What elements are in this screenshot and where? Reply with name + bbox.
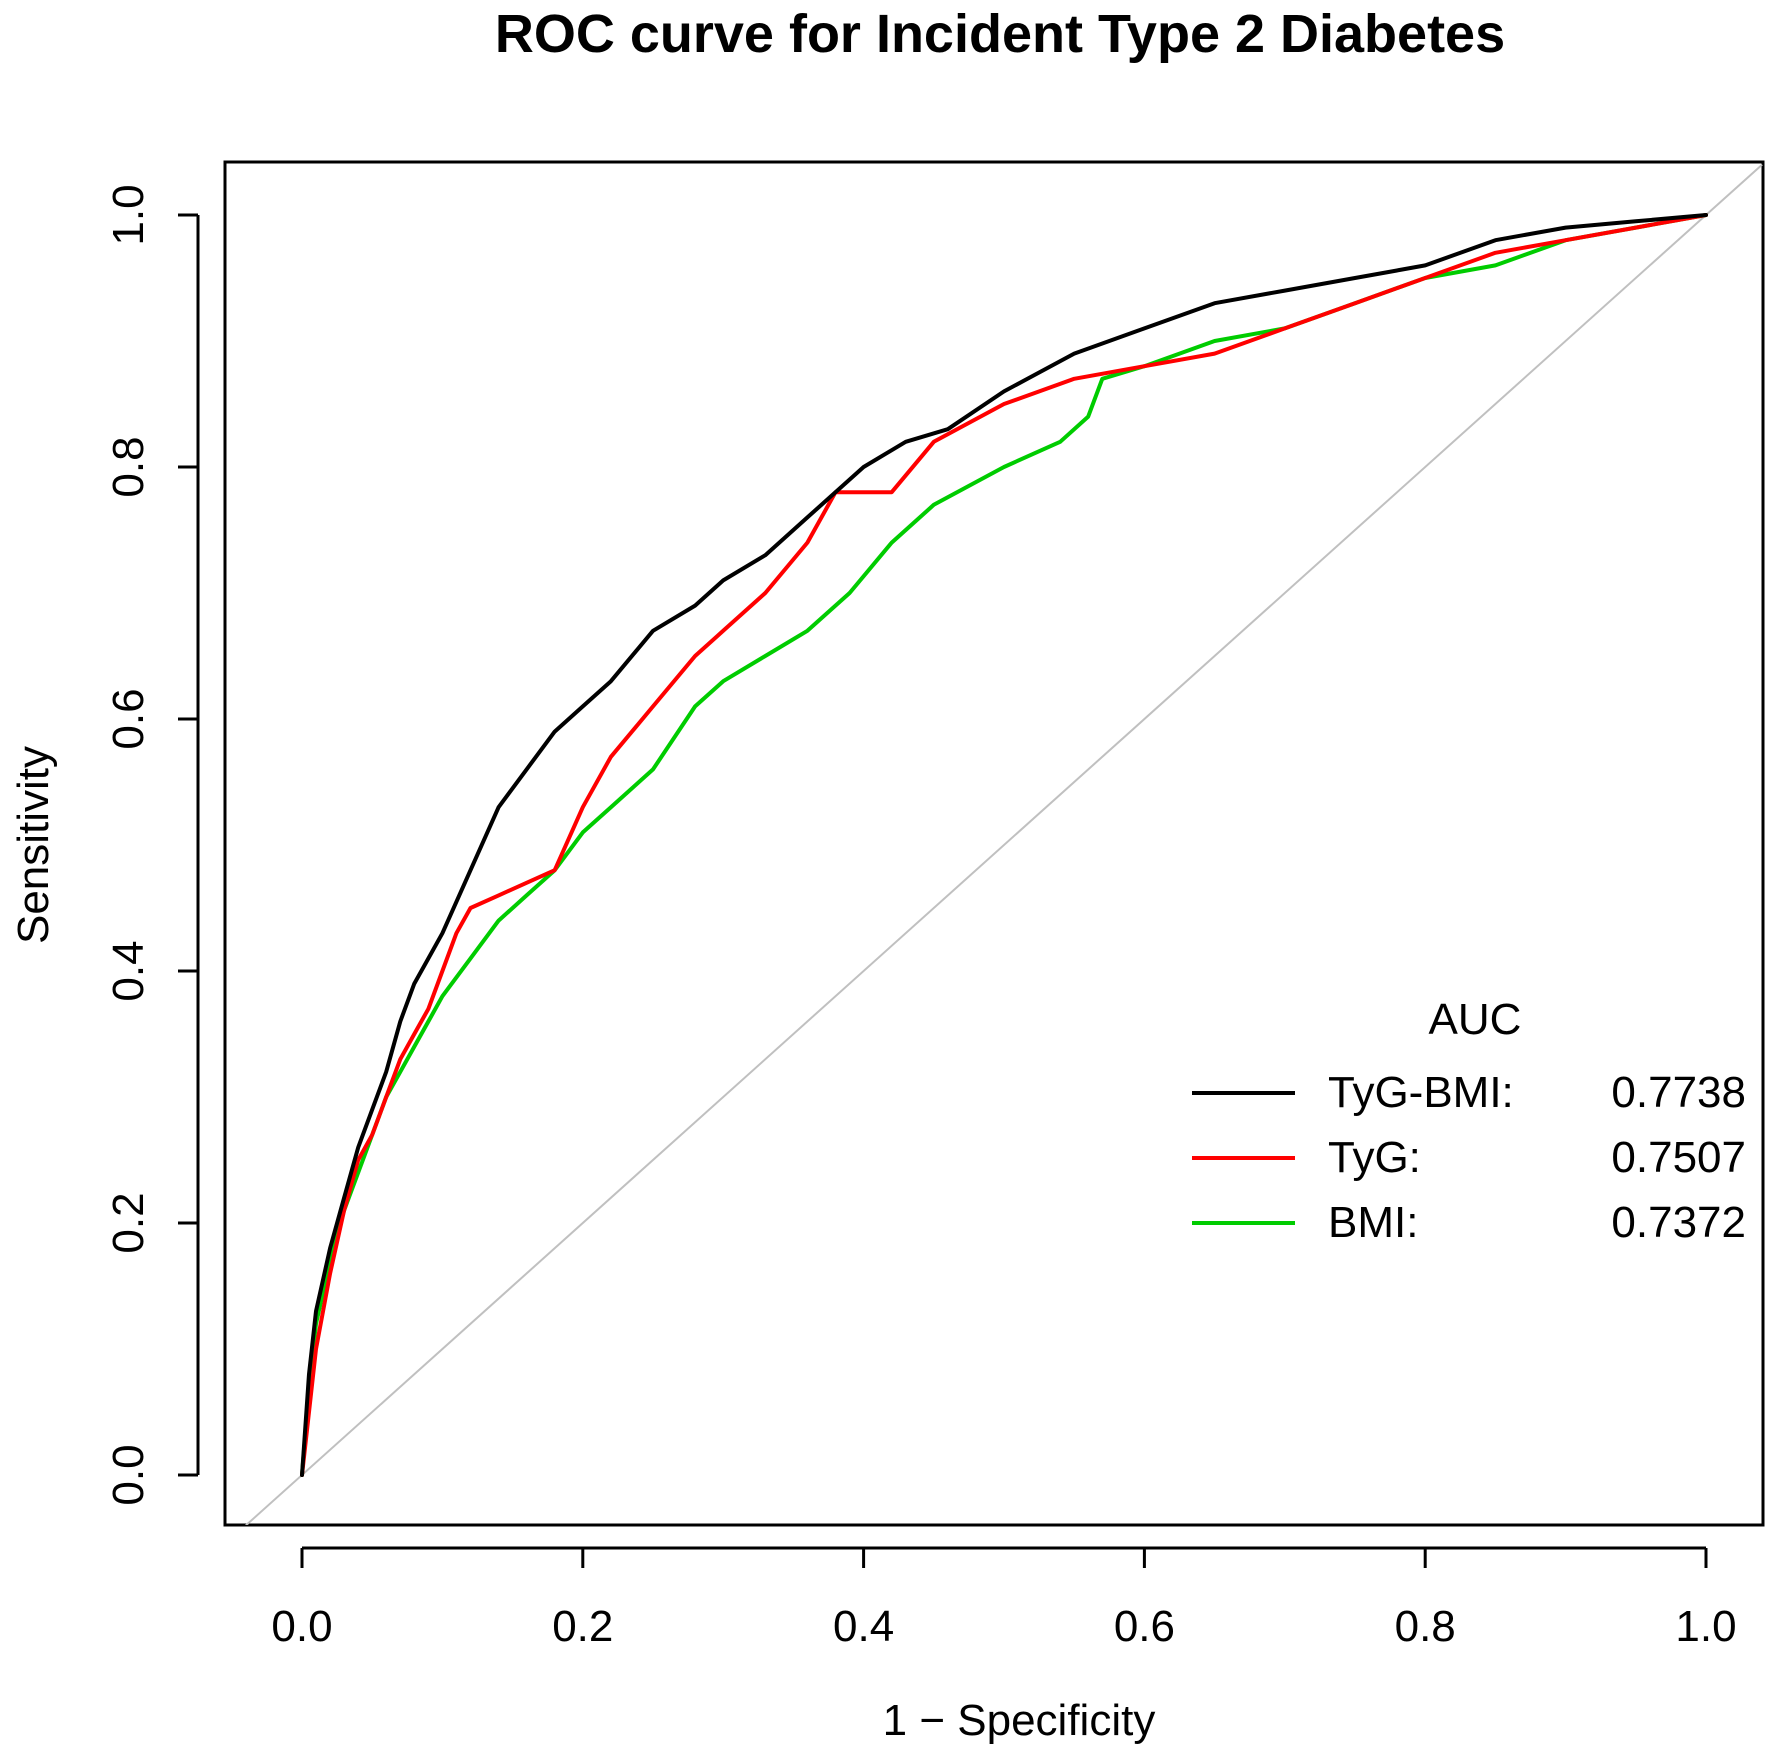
roc-curve-tyg-bmi (300, 213, 1708, 1477)
y-tick-label: 1.0 (104, 184, 153, 245)
chart-title: ROC curve for Incident Type 2 Diabetes (495, 4, 1505, 64)
reference-diagonal-layer (245, 163, 1763, 1525)
legend-value-tyg: 0.7507 (1611, 1133, 1746, 1182)
x-tick-label: 1.0 (1675, 1602, 1736, 1651)
x-axis: 0.0 0.2 0.4 0.6 0.8 1.0 (271, 1546, 1737, 1651)
legend-label-tyg-bmi: TyG-BMI: (1328, 1068, 1514, 1117)
roc-curves-layer (300, 213, 1708, 1477)
legend-label-bmi: BMI: (1328, 1198, 1418, 1247)
x-tick-label: 0.4 (833, 1602, 894, 1651)
x-tick-label: 0.6 (1114, 1602, 1175, 1651)
reference-diagonal-line (245, 163, 1763, 1525)
legend: AUC TyG-BMI: 0.7738 TyG: 0.7507 BMI: 0.7372 (1192, 995, 1746, 1247)
x-tick-label: 0.8 (1395, 1602, 1456, 1651)
legend-label-tyg: TyG: (1328, 1133, 1421, 1182)
roc-curve-tyg (300, 213, 1708, 1477)
y-axis: 0.0 0.2 0.4 0.6 0.8 1.0 (104, 184, 200, 1506)
plot-frame (223, 160, 1765, 1527)
y-axis-label: Sensitivity (9, 746, 58, 944)
y-tick-label: 0.6 (104, 688, 153, 749)
legend-value-tyg-bmi: 0.7738 (1611, 1068, 1746, 1117)
legend-value-bmi: 0.7372 (1611, 1198, 1746, 1247)
y-tick-label: 0.2 (104, 1192, 153, 1253)
legend-title: AUC (1429, 995, 1522, 1044)
x-tick-label: 0.0 (271, 1602, 332, 1651)
y-tick-label: 0.8 (104, 436, 153, 497)
x-tick-label: 0.2 (552, 1602, 613, 1651)
y-tick-label: 0.4 (104, 940, 153, 1001)
x-axis-label: 1 − Specificity (883, 1696, 1156, 1745)
y-tick-label: 0.0 (104, 1444, 153, 1505)
